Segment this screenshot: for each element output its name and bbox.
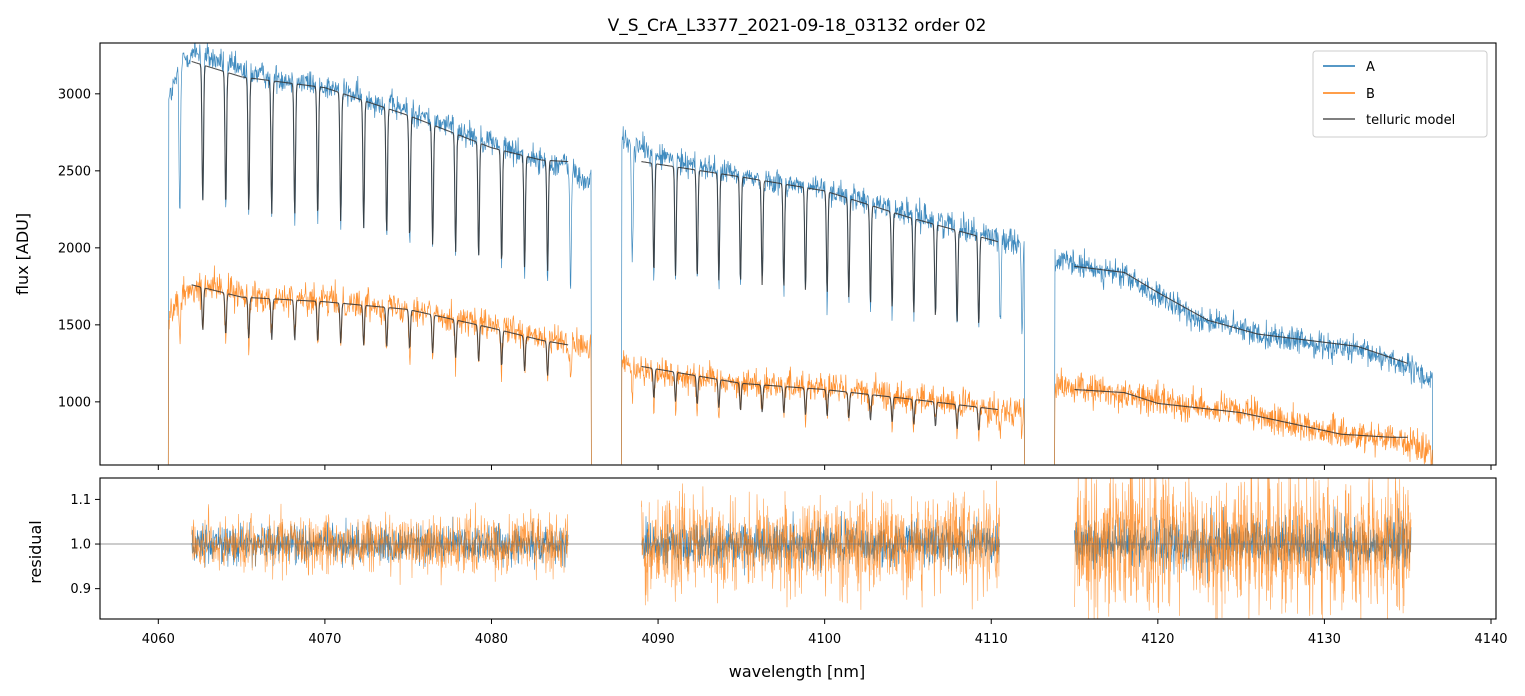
flux-series-group (167, 42, 1434, 466)
x-tick-label-3: 4090 (642, 632, 675, 647)
telluric-model-b-segment-2 (641, 365, 999, 431)
flux-x-ticks (157, 465, 1492, 470)
x-tick-label-2: 4080 (475, 632, 508, 647)
residual-y-tick-label-0: 0.9 (70, 582, 91, 597)
flux-y-axis-label: flux [ADU] (13, 213, 32, 295)
x-tick-label-0: 4060 (142, 632, 175, 647)
telluric-model-a-segment-1 (191, 60, 569, 271)
residual-panel-frame (99, 477, 1497, 620)
legend-label-telluric: telluric model (1366, 113, 1455, 128)
residual-y-tick-label-1: 1.0 (70, 538, 91, 553)
telluric-model-a-segment-3 (1074, 265, 1408, 364)
flux-y-tick-label-3: 2500 (58, 164, 91, 179)
telluric-model-b-segment-3 (1074, 388, 1408, 438)
flux-series-b-segment-1 (167, 265, 592, 465)
x-axis-label: wavelength [nm] (729, 662, 866, 681)
legend-box (1312, 50, 1488, 138)
residual-series-b-segment-2 (641, 480, 1000, 610)
residual-x-ticks: 4060 4070 4080 4090 4100 4110 4120 4130 4140 (142, 619, 1508, 647)
residual-y-axis-label: residual (26, 520, 45, 583)
telluric-model-a-segment-2 (641, 161, 999, 323)
residual-y-ticks: 0.9 1.0 1.1 (70, 493, 100, 597)
flux-series-b-segment-2 (621, 350, 1025, 465)
x-tick-label-7: 4130 (1308, 632, 1341, 647)
x-tick-label-5: 4110 (975, 632, 1008, 647)
flux-y-tick-label-0: 1000 (58, 395, 91, 410)
x-tick-label-6: 4120 (1141, 632, 1174, 647)
flux-y-ticks: 1000 1500 2000 2500 3000 (58, 87, 100, 410)
x-tick-label-8: 4140 (1474, 632, 1507, 647)
chart-title: V_S_CrA_L3377_2021-09-18_03132 order 02 (608, 16, 987, 36)
x-tick-label-4: 4100 (808, 632, 841, 647)
flux-panel: 1000 1500 2000 2500 3000 (58, 42, 1497, 470)
x-tick-label-1: 4070 (308, 632, 341, 647)
flux-panel-frame (99, 42, 1497, 466)
residual-y-tick-label-2: 1.1 (70, 493, 91, 508)
legend-label-b: B (1366, 87, 1375, 102)
residual-series-b-segment-3 (1074, 477, 1412, 620)
flux-y-tick-label-4: 3000 (58, 87, 91, 102)
flux-y-tick-label-1: 1500 (58, 318, 91, 333)
telluric-model-b-segment-1 (191, 284, 569, 376)
flux-y-tick-label-2: 2000 (58, 241, 91, 256)
legend: A B telluric model (1312, 50, 1488, 138)
legend-label-a: A (1366, 60, 1375, 75)
residual-panel: 4060 4070 4080 4090 4100 4110 4120 4130 4140 0.9… (70, 477, 1508, 647)
residual-series-b-segment-1 (191, 502, 569, 586)
flux-series-b-segment-3 (1054, 367, 1434, 466)
flux-series-a-segment-1 (167, 42, 592, 465)
